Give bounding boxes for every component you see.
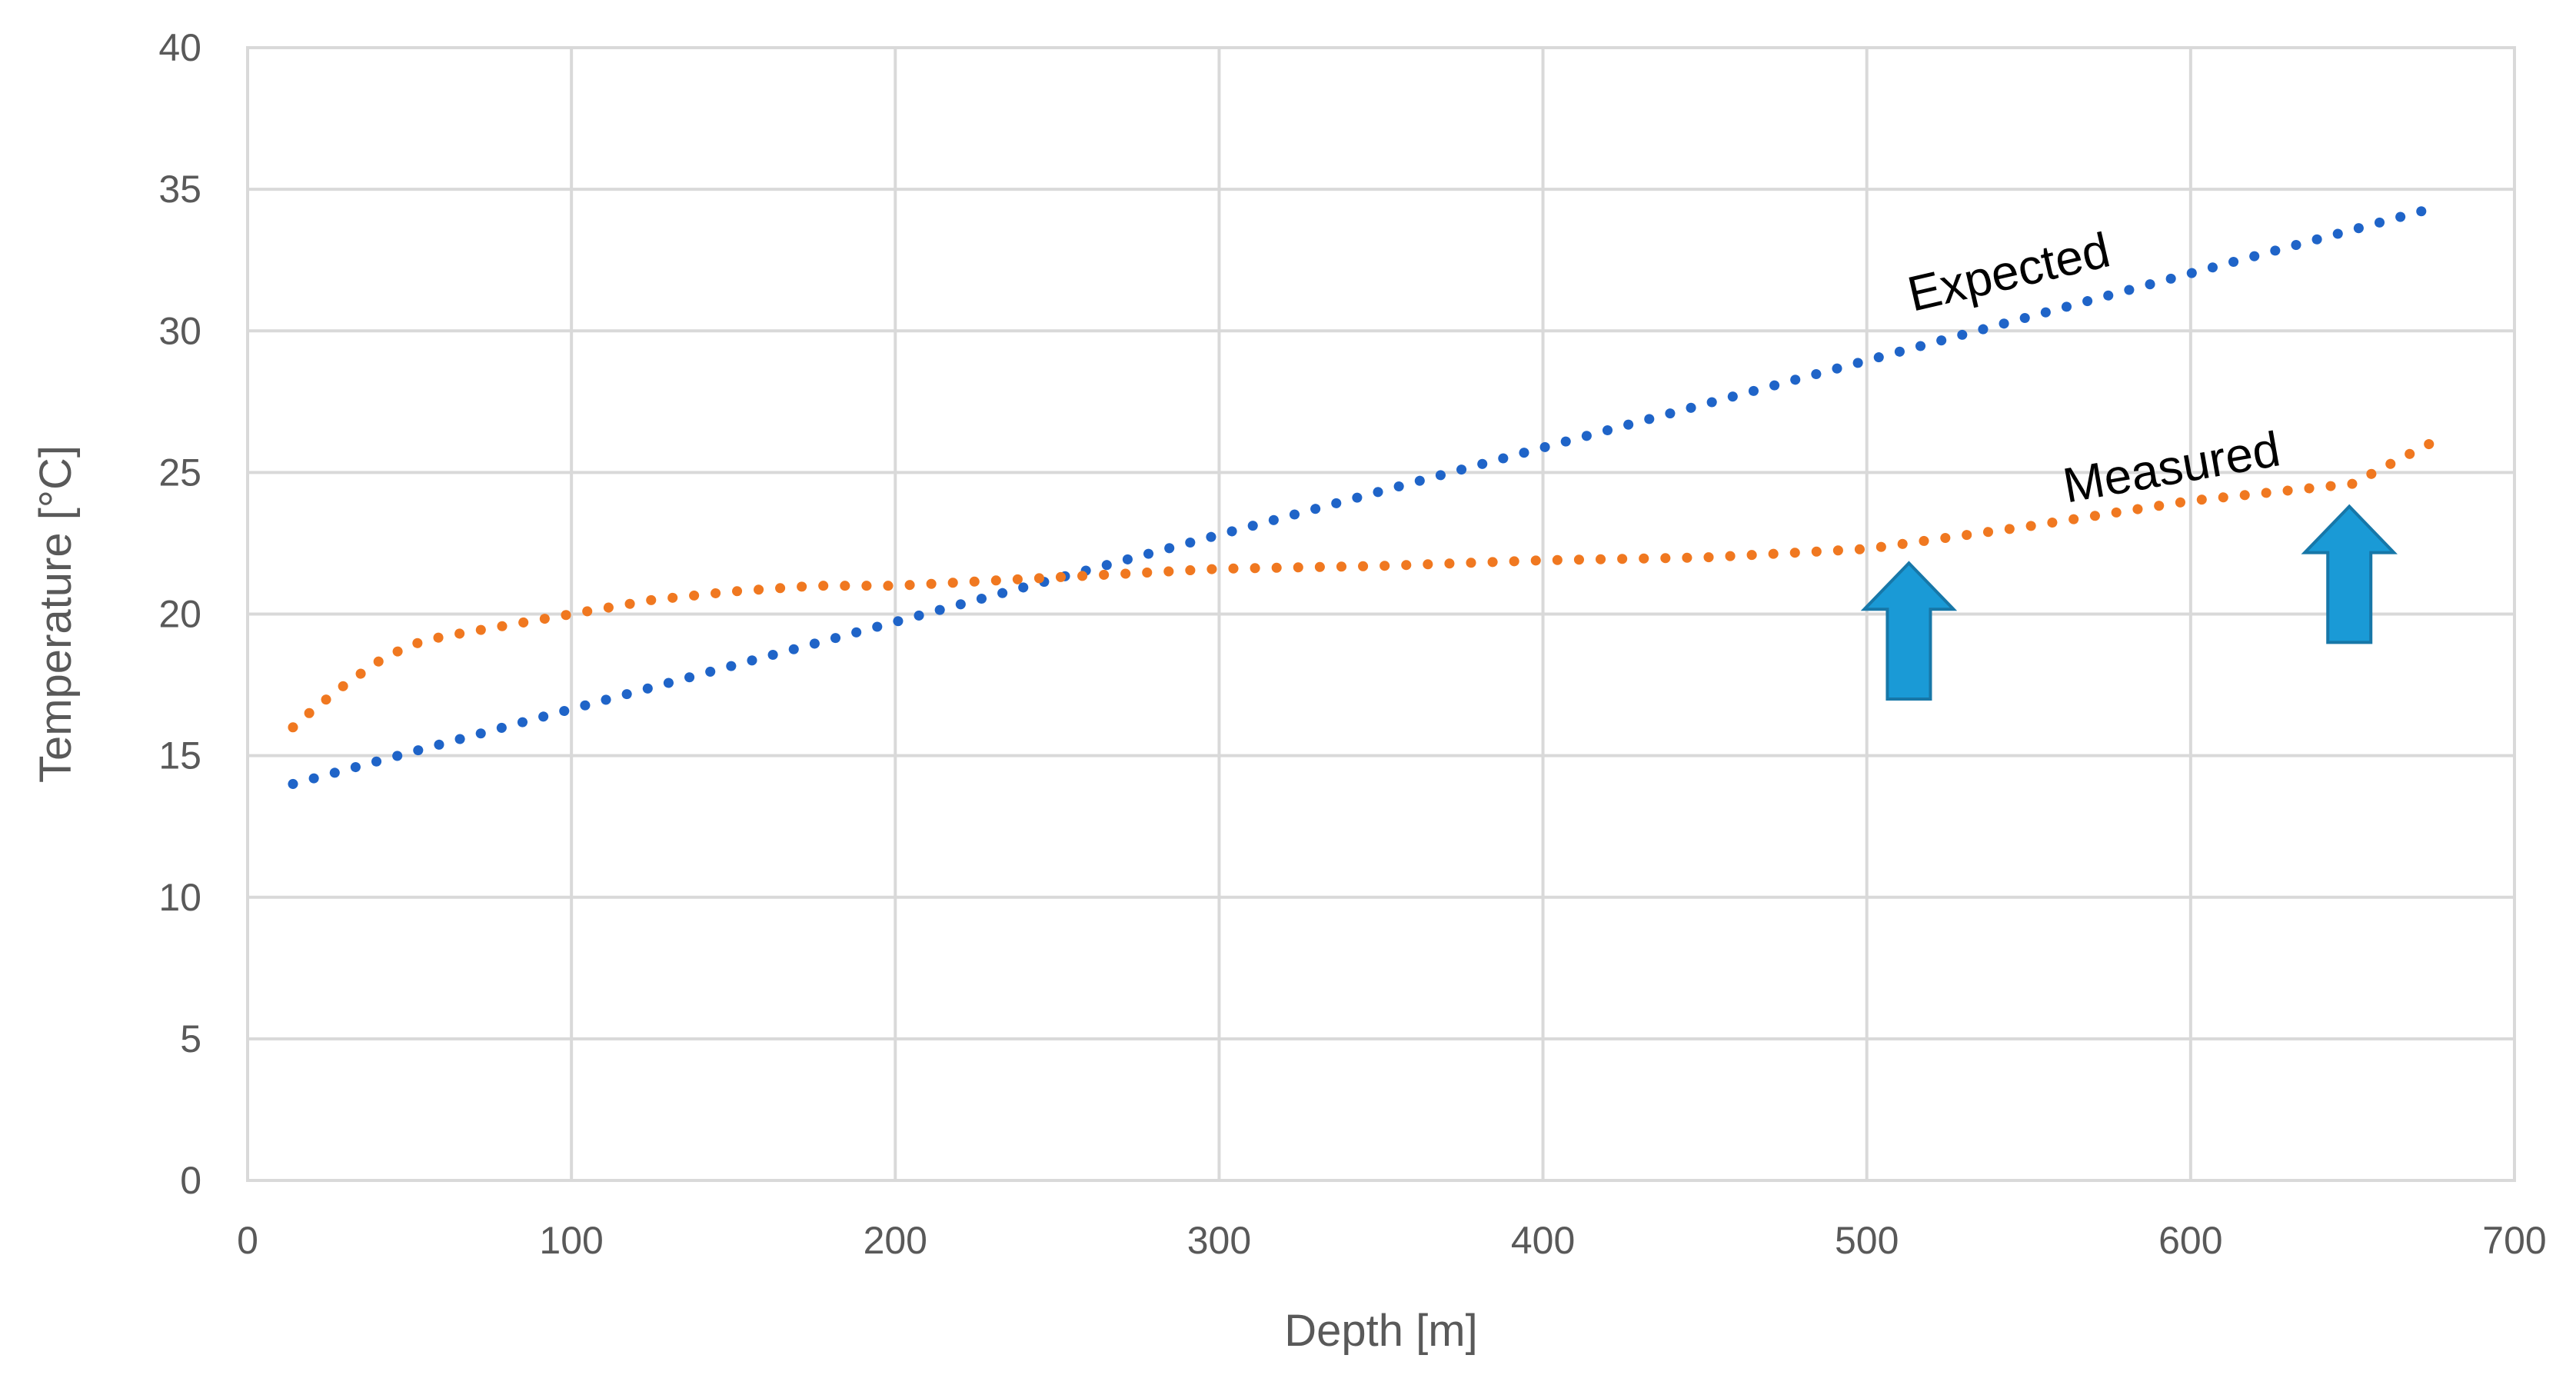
annotation-expected: Expected — [1902, 221, 2115, 321]
x-tick-label: 700 — [2482, 1219, 2546, 1262]
series-measured — [288, 433, 2445, 733]
series-layer — [288, 201, 2445, 789]
x-tick-label: 200 — [864, 1219, 927, 1262]
x-tick-label: 600 — [2158, 1219, 2222, 1262]
y-axis-ticks: 0 5 10 15 20 25 30 35 40 — [158, 26, 201, 1202]
y-tick-label: 30 — [158, 309, 201, 352]
y-tick-label: 5 — [180, 1017, 201, 1060]
arrows-layer — [1860, 504, 2398, 701]
x-axis-ticks: 0 100 200 300 400 500 600 700 — [237, 1219, 2547, 1262]
x-tick-label: 400 — [1511, 1219, 1575, 1262]
series-expected — [288, 201, 2445, 789]
x-axis-title: Depth [m] — [1284, 1306, 1477, 1356]
y-tick-label: 15 — [158, 734, 201, 777]
grid-lines — [246, 46, 2516, 1182]
y-tick-label: 10 — [158, 876, 201, 919]
y-axis-title: Temperature [°C] — [31, 445, 81, 783]
y-tick-label: 20 — [158, 593, 201, 636]
x-tick-label: 300 — [1187, 1219, 1251, 1262]
x-tick-label: 500 — [1835, 1219, 1899, 1262]
annotations-layer: Expected Measured — [1902, 221, 2284, 513]
y-tick-label: 35 — [158, 168, 201, 211]
y-tick-label: 25 — [158, 451, 201, 494]
x-tick-label: 100 — [539, 1219, 603, 1262]
x-tick-label: 0 — [237, 1219, 258, 1262]
y-tick-label: 40 — [158, 26, 201, 69]
plot-frame — [246, 46, 2516, 1182]
arrow-2-icon — [2301, 504, 2398, 644]
arrow-1-icon — [1860, 561, 1958, 701]
annotation-measured: Measured — [2059, 421, 2285, 513]
y-tick-label: 0 — [180, 1159, 201, 1202]
